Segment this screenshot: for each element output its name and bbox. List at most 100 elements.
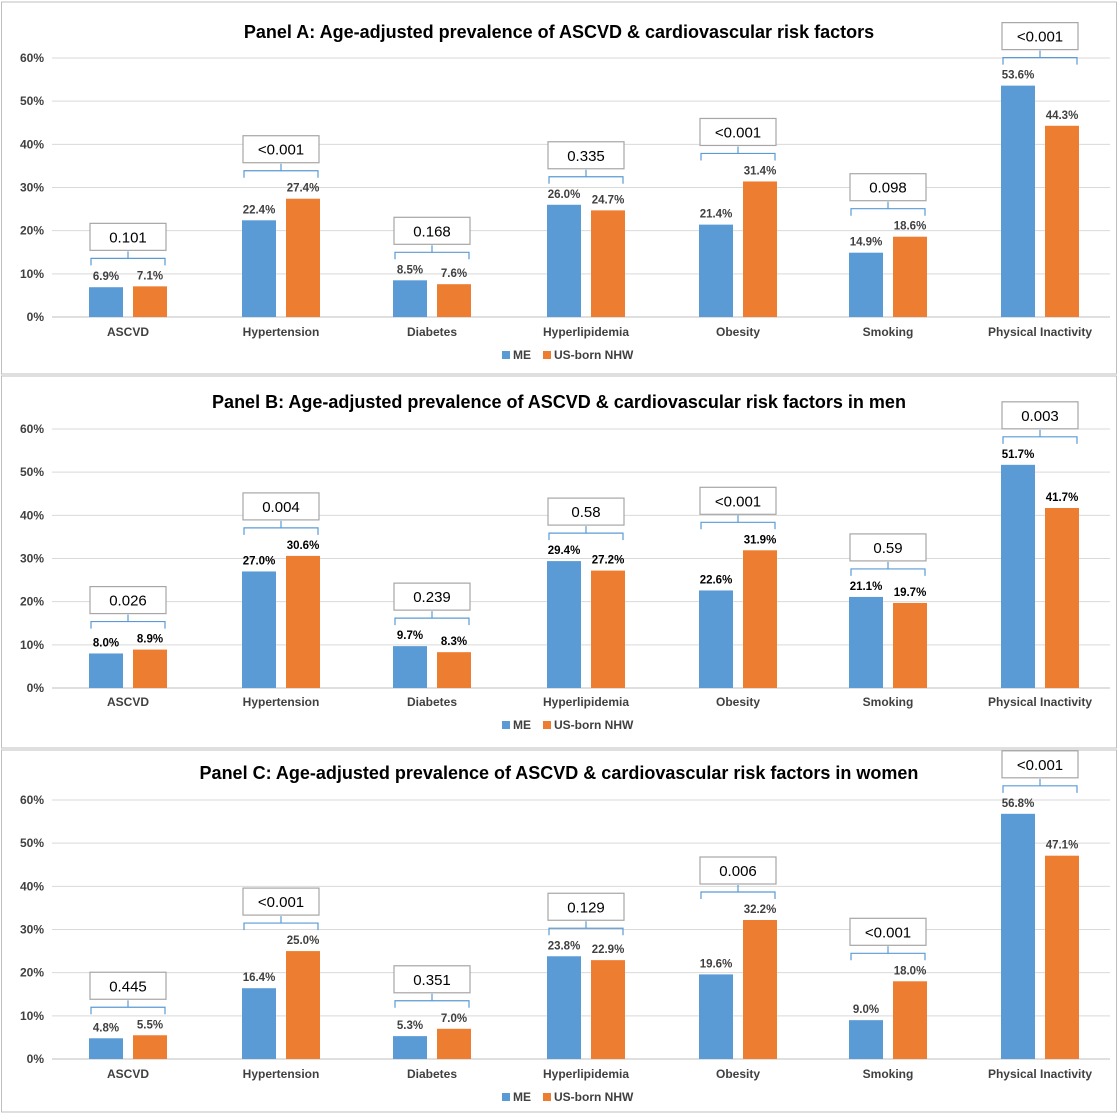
p-value-label: <0.001 [715,124,761,141]
data-label: 22.4% [243,204,276,216]
legend: ME US-born NHW [502,1090,634,1104]
bar-me-diabetes [393,646,427,688]
p-value-box [89,222,167,251]
x-tick-label: Hypertension [243,325,320,339]
significance-bracket [850,201,926,216]
significance-bracket [700,146,776,161]
x-tick-label: Physical Inactivity [988,325,1092,339]
data-label: 19.6% [700,958,733,970]
bar-nhw-smoking [893,236,927,317]
significance-bracket [1002,429,1078,444]
significance-bracket [90,614,166,629]
data-label: 31.4% [744,165,777,177]
legend-label-me: ME [513,348,531,362]
bar-nhw-hypertension [286,198,320,317]
bar-me-obesity [699,224,733,317]
y-tick-label: 30% [20,552,44,566]
legend-swatch-me [502,351,510,359]
bar-me-hypertension [242,988,276,1059]
significance-bracket [243,163,319,178]
data-label: 22.6% [700,574,733,586]
p-value-label: 0.101 [109,229,147,246]
chart-title: Panel C: Age-adjusted prevalence of ASCV… [200,763,919,783]
p-value-box [849,533,927,562]
bar-nhw-obesity [743,550,777,688]
bar-me-physical-inactivity [1001,813,1035,1059]
p-value-label: 0.445 [109,978,147,995]
p-value-box [89,971,167,1000]
bar-nhw-obesity [743,920,777,1059]
legend-swatch-me [502,1093,510,1101]
bar-me-hypertension [242,571,276,688]
bar-nhw-ascvd [133,1035,167,1059]
data-label: 9.0% [853,1004,879,1016]
panel-a: Panel A: Age-adjusted prevalence of ASCV… [1,1,1117,375]
x-tick-label: Obesity [716,325,760,339]
p-value-box [393,965,471,994]
y-tick-label: 0% [27,310,45,324]
p-value-label: 0.098 [869,180,907,197]
bar-me-diabetes [393,280,427,317]
p-value-label: <0.001 [1017,29,1063,46]
p-value-box [547,497,625,526]
bar-me-hyperlipidemia [547,956,581,1059]
data-label: 9.7% [397,630,423,642]
data-label: 6.9% [93,271,119,283]
y-tick-label: 20% [20,224,44,238]
x-tick-label: Diabetes [407,325,457,339]
p-value-label: 0.351 [413,972,451,989]
y-tick-label: 50% [20,465,44,479]
x-tick-label: ASCVD [107,1067,149,1081]
y-tick-label: 20% [20,966,44,980]
data-label: 8.3% [441,636,467,648]
y-tick-label: 40% [20,879,44,893]
bar-me-obesity [699,974,733,1059]
bar-nhw-ascvd [133,649,167,688]
significance-bracket [850,946,926,961]
legend-swatch-nhw [543,351,551,359]
legend: ME US-born NHW [502,718,634,732]
p-value-label: <0.001 [258,894,304,911]
significance-bracket [394,611,470,626]
significance-bracket [243,520,319,535]
chart-title: Panel A: Age-adjusted prevalence of ASCV… [244,22,874,42]
x-tick-label: Obesity [716,1067,760,1081]
significance-bracket [90,251,166,266]
p-value-label: 0.026 [109,593,147,610]
p-value-label: 0.003 [1021,408,1059,425]
bar-me-ascvd [89,653,123,688]
y-tick-label: 50% [20,836,44,850]
y-tick-label: 60% [20,793,44,807]
significance-bracket [850,561,926,576]
bar-me-smoking [849,1020,883,1059]
significance-bracket [548,169,624,184]
significance-bracket [548,921,624,936]
x-tick-label: Smoking [863,695,914,709]
p-value-box [242,135,320,164]
data-label: 27.2% [592,555,625,567]
data-label: 14.9% [850,237,883,249]
y-tick-label: 40% [20,508,44,522]
p-value-label: <0.001 [715,493,761,510]
bar-me-ascvd [89,1038,123,1059]
y-tick-label: 0% [27,681,45,695]
y-tick-label: 50% [20,94,44,108]
p-value-label: 0.239 [413,589,451,606]
bar-me-smoking [849,252,883,317]
x-tick-label: Physical Inactivity [988,1067,1092,1081]
x-tick-label: Smoking [863,325,914,339]
x-tick-label: Physical Inactivity [988,695,1092,709]
data-label: 4.8% [93,1022,119,1034]
x-tick-label: Hypertension [243,695,320,709]
data-label: 44.3% [1046,110,1079,122]
data-label: 56.8% [1002,798,1035,810]
data-label: 51.7% [1002,449,1035,461]
data-label: 16.4% [243,972,276,984]
bar-nhw-diabetes [437,652,471,688]
p-value-label: 0.168 [413,223,451,240]
data-label: 7.1% [137,270,163,282]
y-tick-label: 10% [20,267,44,281]
legend-swatch-nhw [543,721,551,729]
p-value-label: 0.335 [567,148,605,165]
p-value-label: <0.001 [865,924,911,941]
